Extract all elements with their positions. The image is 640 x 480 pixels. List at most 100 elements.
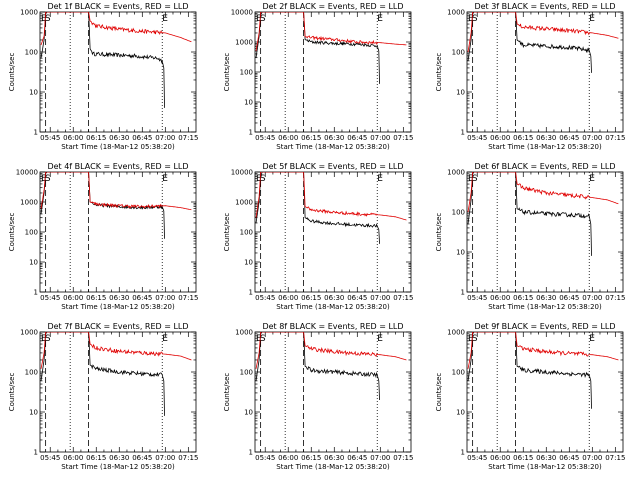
y-axis-label: Counts/sec (223, 213, 231, 252)
y-tick-label: 1 (249, 289, 253, 297)
y-tick-label: 100 (25, 229, 38, 237)
y-tick-label: 1 (461, 449, 465, 457)
detector-panel-6: Det 6f BLACK = Events, RED = LLD Counts/s… (435, 162, 625, 311)
x-tick-label: 07:00 (155, 294, 175, 302)
x-tick-label: 06:00 (490, 294, 510, 302)
detector-panel-7: Det 7f BLACK = Events, RED = LLD Counts/s… (8, 322, 198, 471)
chart-title: Det 9f BLACK = Events, RED = LLD (474, 322, 615, 331)
x-tick-label: 07:15 (178, 134, 198, 142)
x-tick-label: 07:00 (582, 454, 602, 462)
y-tick-label: 100 (240, 369, 253, 377)
x-tick-label: 06:15 (513, 294, 533, 302)
chart-title: Det 1f BLACK = Events, RED = LLD (47, 2, 188, 11)
x-tick-label: 06:45 (132, 454, 152, 462)
x-tick-label: 07:15 (178, 294, 198, 302)
event-marker-e: E (162, 334, 168, 344)
series-line-lld (40, 172, 192, 211)
x-tick-label: 06:30 (109, 294, 129, 302)
x-tick-label: 06:00 (278, 454, 298, 462)
event-marker-e: E (377, 174, 383, 184)
y-tick-label: 1000 (235, 329, 253, 337)
y-tick-label: 1 (461, 289, 465, 297)
event-marker-s: S (45, 14, 51, 24)
x-tick-label: 06:00 (278, 134, 298, 142)
x-tick-label: 07:00 (155, 134, 175, 142)
series-line-events (40, 172, 165, 239)
event-marker-e: E (162, 174, 168, 184)
event-marker-s: S (260, 334, 266, 344)
x-tick-label: 06:30 (536, 134, 556, 142)
plot-frame (254, 331, 412, 453)
event-marker-e: E (377, 14, 383, 24)
x-tick-label: 06:45 (559, 454, 579, 462)
y-tick-label: 1 (249, 129, 253, 137)
x-axis-label: Start Time (18-Mar-12 05:38:20) (61, 303, 175, 311)
y-axis-label: Counts/sec (8, 373, 16, 412)
event-marker-e: E (41, 14, 47, 24)
x-tick-label: 06:30 (536, 454, 556, 462)
y-tick-label: 1000 (20, 329, 38, 337)
y-tick-label: 1000 (447, 169, 465, 177)
event-marker-e: E (468, 174, 474, 184)
y-tick-label: 1000 (235, 39, 253, 47)
chart-title: Det 7f BLACK = Events, RED = LLD (47, 322, 188, 331)
x-tick-label: 06:15 (86, 454, 106, 462)
x-tick-label: 06:15 (301, 454, 321, 462)
series-line-lld (467, 172, 619, 213)
x-tick-label: 06:30 (324, 134, 344, 142)
x-tick-label: 06:15 (86, 294, 106, 302)
event-marker-e: E (41, 174, 47, 184)
chart-title: Det 5f BLACK = Events, RED = LLD (262, 162, 403, 171)
x-tick-label: 05:45 (255, 454, 275, 462)
x-axis-label: Start Time (18-Mar-12 05:38:20) (61, 463, 175, 471)
event-marker-s: S (472, 334, 478, 344)
x-tick-label: 07:15 (605, 134, 625, 142)
plot-frame (39, 171, 197, 293)
y-tick-label: 1000 (20, 9, 38, 17)
y-axis-label: Counts/sec (223, 53, 231, 92)
plot-frame (254, 171, 412, 293)
x-axis-label: Start Time (18-Mar-12 05:38:20) (488, 143, 602, 151)
event-marker-e: E (256, 334, 262, 344)
x-tick-label: 06:45 (559, 134, 579, 142)
x-tick-label: 05:45 (255, 134, 275, 142)
y-tick-label: 1000 (447, 329, 465, 337)
y-axis-label: Counts/sec (435, 53, 443, 92)
detector-panel-3: Det 3f BLACK = Events, RED = LLD Counts/s… (435, 2, 625, 151)
plot-frame (39, 11, 197, 133)
detector-panel-9: Det 9f BLACK = Events, RED = LLD Counts/s… (435, 322, 625, 471)
x-tick-label: 06:30 (109, 134, 129, 142)
x-tick-label: 06:15 (301, 294, 321, 302)
x-tick-label: 07:00 (155, 454, 175, 462)
event-marker-s: S (260, 14, 266, 24)
y-tick-label: 1 (34, 449, 38, 457)
y-tick-label: 1000 (447, 9, 465, 17)
x-tick-label: 06:30 (536, 294, 556, 302)
x-tick-label: 06:45 (347, 454, 367, 462)
x-axis-label: Start Time (18-Mar-12 05:38:20) (488, 303, 602, 311)
x-tick-label: 06:15 (513, 134, 533, 142)
x-tick-label: 07:15 (605, 454, 625, 462)
event-marker-s: S (45, 174, 51, 184)
y-tick-label: 100 (240, 69, 253, 77)
series-line-events (467, 12, 592, 73)
y-tick-label: 10 (29, 89, 38, 97)
event-marker-e: E (377, 334, 383, 344)
y-tick-label: 1000 (235, 199, 253, 207)
x-tick-label: 07:00 (582, 134, 602, 142)
x-tick-label: 06:45 (132, 134, 152, 142)
y-tick-label: 10000 (16, 169, 38, 177)
detector-panel-5: Det 5f BLACK = Events, RED = LLD Counts/s… (223, 162, 413, 311)
series-line-lld (40, 12, 192, 46)
plot-frame (254, 11, 412, 133)
x-tick-label: 06:00 (490, 134, 510, 142)
x-tick-label: 07:00 (370, 294, 390, 302)
y-tick-label: 100 (240, 229, 253, 237)
series-line-lld (467, 12, 619, 53)
event-marker-e: E (256, 174, 262, 184)
x-tick-label: 06:15 (513, 454, 533, 462)
chart-title: Det 3f BLACK = Events, RED = LLD (474, 2, 615, 11)
x-tick-label: 06:30 (324, 294, 344, 302)
detector-panel-1: Det 1f BLACK = Events, RED = LLD Counts/s… (8, 2, 198, 151)
event-marker-e: E (589, 174, 595, 184)
